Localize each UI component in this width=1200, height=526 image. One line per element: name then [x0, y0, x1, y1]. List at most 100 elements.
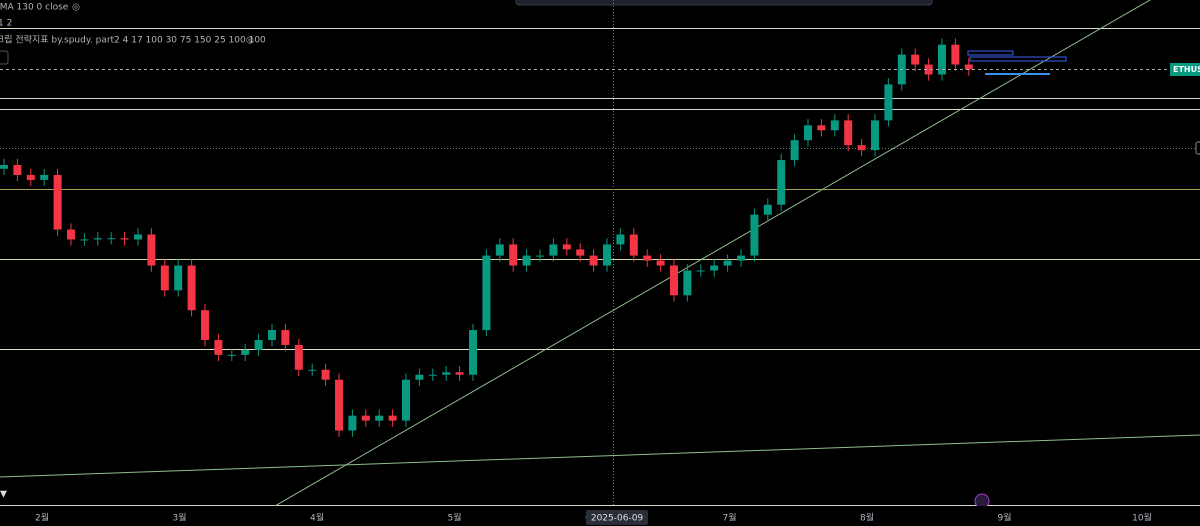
legend-sma: SMA 130 0 close	[0, 3, 69, 13]
crosshair-date-box	[586, 510, 648, 525]
candle-body	[40, 174, 49, 180]
candle-body	[844, 120, 853, 146]
candle-body	[160, 265, 169, 291]
candle-body	[951, 44, 960, 65]
candle-body	[469, 330, 477, 375]
candle-body	[201, 310, 209, 340]
candle-body	[549, 244, 558, 256]
candle-body	[750, 214, 759, 256]
month-label: 8월	[860, 512, 874, 524]
candle-body	[536, 255, 544, 257]
candle-body	[482, 255, 491, 331]
eye-icon[interactable]: ◎	[72, 3, 80, 13]
candle-body	[174, 265, 183, 291]
crosshair-date: 2025-06-09	[591, 514, 644, 524]
candle-body	[254, 339, 263, 350]
candle-body	[643, 255, 652, 261]
candle-body	[187, 265, 196, 311]
candle-body	[93, 238, 102, 240]
candle-body	[241, 349, 250, 355]
candle-body	[763, 204, 772, 215]
candle-body	[375, 415, 384, 421]
candle-body	[495, 244, 504, 256]
eye-icon[interactable]: ◎	[246, 36, 254, 46]
candle-body	[884, 84, 893, 121]
symbol-tag-text: ETHUSD	[1173, 65, 1200, 74]
candle-body	[777, 160, 786, 205]
candle-body	[871, 120, 879, 151]
candle-body	[804, 125, 812, 141]
candle-body	[964, 64, 973, 70]
collapse-button[interactable]	[0, 50, 9, 65]
candle-body	[455, 372, 464, 375]
candle-body	[710, 265, 719, 271]
candle-body	[227, 354, 236, 356]
candle-body	[26, 174, 35, 180]
candle-body	[415, 374, 424, 380]
candle-body	[576, 249, 585, 256]
candle-body	[80, 239, 89, 241]
candle-body	[214, 339, 223, 355]
levels	[0, 0, 1200, 511]
candle-body	[428, 374, 437, 376]
month-label: 2월	[35, 512, 49, 524]
candle-body	[670, 265, 678, 296]
candle-body	[147, 234, 156, 266]
month-label: 5월	[447, 512, 461, 524]
trend-line	[0, 434, 1200, 478]
month-label: 10월	[1132, 512, 1152, 524]
candle-body	[857, 145, 866, 151]
candle-body	[335, 379, 343, 431]
scale-handle[interactable]	[1195, 141, 1200, 155]
candle-body	[830, 120, 839, 131]
candle-body	[67, 229, 75, 240]
candle-body	[294, 344, 303, 370]
candle-body	[268, 330, 276, 340]
candle-body	[0, 165, 8, 169]
candle-body	[938, 44, 946, 75]
candle-body	[911, 54, 920, 65]
candle-body	[107, 238, 116, 240]
event-icon[interactable]	[974, 493, 990, 509]
symbol-tag	[1170, 62, 1200, 76]
candle-body	[321, 369, 330, 380]
month-label: 7월	[722, 512, 736, 524]
zone-box	[967, 50, 1014, 56]
candle-body	[308, 369, 317, 371]
legend-indicator: 크립 전략지표 by.spudy. part2 4 17 100 30 75 1…	[0, 34, 266, 46]
candle-body	[13, 165, 22, 175]
candle-body	[442, 372, 451, 375]
month-label: 3월	[172, 512, 186, 524]
candle-body	[656, 260, 665, 266]
candle-body	[509, 244, 518, 266]
candle-body	[603, 244, 611, 266]
candle-body	[589, 255, 598, 266]
candle-body	[616, 234, 625, 245]
candle-body	[737, 255, 745, 261]
candle-body	[924, 64, 933, 75]
trend-line	[267, 0, 1151, 511]
candle-body	[361, 415, 370, 421]
candle-body	[683, 270, 692, 296]
candle-body	[134, 234, 142, 240]
legend-row2: 1 2	[0, 19, 12, 29]
candle-body	[629, 234, 638, 256]
zone-box	[969, 56, 1067, 62]
month-label: 9월	[997, 512, 1011, 524]
top-toolbar[interactable]	[515, 0, 933, 6]
month-label: 4월	[310, 512, 324, 524]
candle-body	[53, 174, 62, 230]
candle-body	[790, 140, 799, 161]
candle-body	[522, 255, 531, 266]
candle-body	[723, 260, 732, 266]
candle-body	[120, 238, 129, 240]
candle-body	[348, 415, 357, 431]
candle-body	[388, 415, 397, 421]
candles	[0, 38, 973, 437]
logo: ▼	[0, 490, 7, 500]
candle-body	[402, 379, 410, 421]
candle-body	[696, 270, 705, 272]
candle-body	[562, 244, 571, 250]
